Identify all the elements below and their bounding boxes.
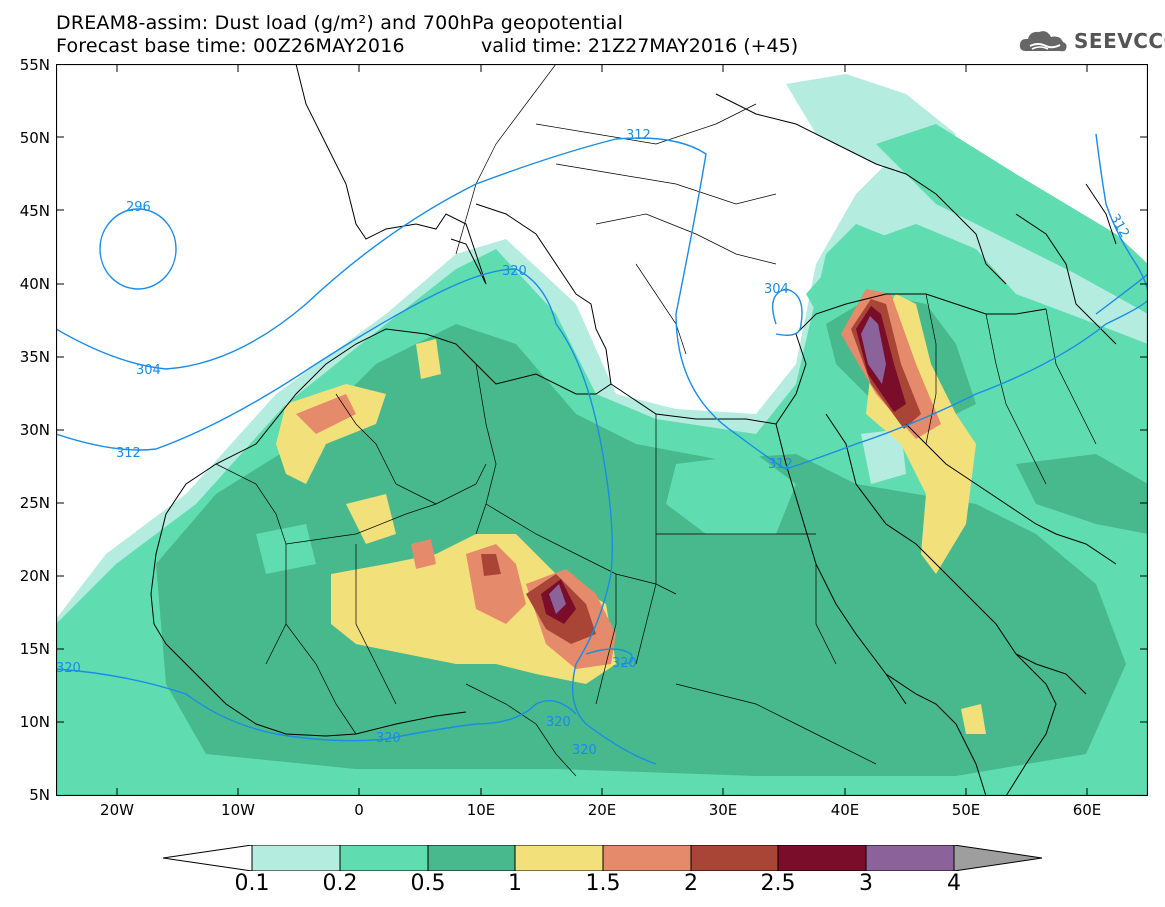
colorbar-label: 2.5 xyxy=(760,871,796,896)
colorbar-label: 0.5 xyxy=(410,871,446,896)
colorbar-swatch xyxy=(602,845,692,871)
dust-shade-1.5 xyxy=(411,539,436,569)
lon-label: 20W xyxy=(100,801,134,819)
colorbar-label: 0.1 xyxy=(234,871,270,896)
dust-shade-0.2 xyxy=(666,454,796,534)
lon-label: 20E xyxy=(587,801,617,819)
contour-label: 320 xyxy=(572,743,597,758)
colorbar-label: 1.5 xyxy=(585,871,621,896)
colorbar-label: 4 xyxy=(947,871,961,896)
dust-shade-0.1 xyxy=(861,429,906,484)
dust-shade-1 xyxy=(961,704,986,734)
contour-label: 304 xyxy=(764,282,789,297)
coastlines xyxy=(150,64,1117,796)
dust-shade-1.5 xyxy=(466,544,526,624)
contour-label: 320 xyxy=(56,661,81,676)
geopotential-contours xyxy=(56,133,1148,765)
contour-label: 296 xyxy=(126,200,151,215)
lat-label: 35N xyxy=(19,348,50,366)
cloud-icon xyxy=(1019,31,1067,52)
colorbar-label: 2 xyxy=(684,871,698,896)
dust-shade-1 xyxy=(346,494,396,544)
axis-ticks xyxy=(56,64,1148,796)
lon-label: 10E xyxy=(466,801,496,819)
dust-shade-1 xyxy=(416,339,441,379)
dust-shade-0.2 xyxy=(806,224,1148,454)
dust-shade-3 xyxy=(861,316,886,384)
colorbar-swatch xyxy=(690,845,779,871)
colorbar-under-arrow xyxy=(163,845,253,871)
seevccc-logo: SEEVCCC xyxy=(1018,27,1165,57)
forecast-base-time: Forecast base time: 00Z26MAY2016 xyxy=(56,35,405,57)
contour-label: 320 xyxy=(546,715,571,730)
lat-label: 40N xyxy=(19,275,50,293)
dust-shade-3 xyxy=(549,584,566,614)
colorbar-label: 3 xyxy=(859,871,873,896)
contour-label: 304 xyxy=(136,363,161,378)
contour-label: 312 xyxy=(768,457,793,472)
colorbar-label: 1 xyxy=(508,871,522,896)
lat-label: 25N xyxy=(19,494,50,512)
colorbar-swatch xyxy=(251,845,341,871)
dust-shade-0.5 xyxy=(156,324,1126,776)
dust-shade-1 xyxy=(276,384,386,484)
colorbar-over-arrow xyxy=(953,845,1043,871)
valid-time: valid time: 21Z27MAY2016 (+45) xyxy=(481,35,799,57)
contour-label: 320 xyxy=(502,264,527,279)
lon-label: 40E xyxy=(830,801,860,819)
lat-label: 5N xyxy=(29,786,50,804)
lat-label: 30N xyxy=(19,421,50,439)
colorbar-swatch xyxy=(514,845,604,871)
colorbar xyxy=(163,845,1043,871)
colorbar-swatch xyxy=(865,845,955,871)
dust-shade-1.5 xyxy=(296,394,356,434)
lon-label: 10W xyxy=(221,801,255,819)
colorbar-swatch xyxy=(777,845,867,871)
chart-title: DREAM8-assim: Dust load (g/m²) and 700hP… xyxy=(56,12,624,34)
country-borders xyxy=(215,64,1097,777)
contour-label: 312 xyxy=(116,446,141,461)
lat-label: 20N xyxy=(19,567,50,585)
lon-label: 30E xyxy=(708,801,738,819)
dust-shade-2 xyxy=(481,554,501,576)
lat-label: 50N xyxy=(19,129,50,147)
dust-shade-0.2 xyxy=(876,124,1148,314)
colorbar-label: 0.2 xyxy=(322,871,358,896)
contour-label: 320 xyxy=(612,656,637,671)
lat-label: 15N xyxy=(19,640,50,658)
lat-label: 10N xyxy=(19,713,50,731)
colorbar-swatch xyxy=(427,845,516,871)
dust-shade-0.5 xyxy=(1016,454,1148,534)
lon-label: 50E xyxy=(951,801,981,819)
colorbar-swatch xyxy=(339,845,429,871)
lat-label: 55N xyxy=(19,56,50,74)
logo-text: SEEVCCC xyxy=(1074,29,1165,53)
dust-shade-1 xyxy=(331,534,616,684)
lat-label: 45N xyxy=(19,202,50,220)
contour-label: 312 xyxy=(626,128,651,143)
lon-label: 0 xyxy=(354,801,364,819)
lon-label: 60E xyxy=(1072,801,1102,819)
dust-load-map: 296 304 312 312 320 304 312 320 320 320 … xyxy=(56,64,1148,796)
contour-label: 320 xyxy=(376,731,401,746)
